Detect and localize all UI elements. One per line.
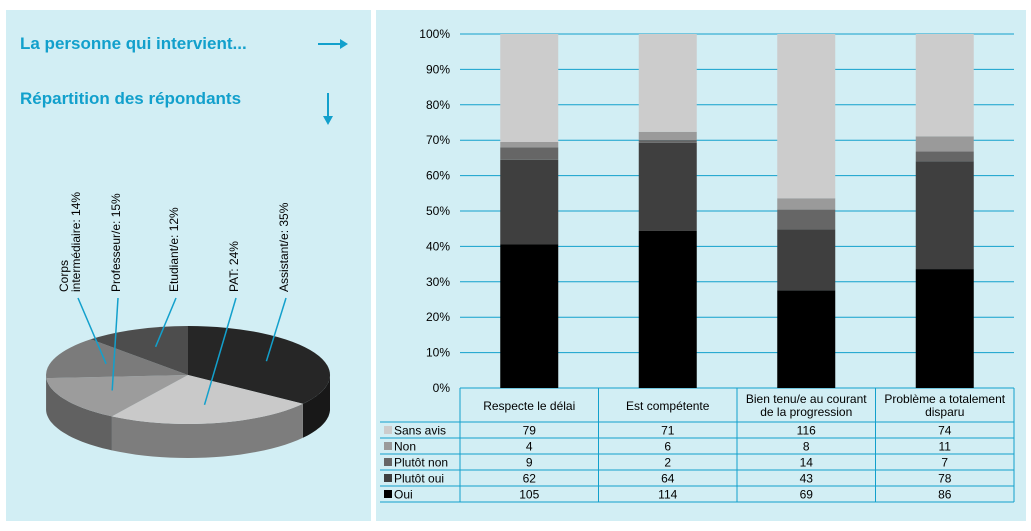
pie-slice [111,375,303,425]
bar-segment [777,34,836,199]
pie-slice [46,375,188,417]
pie-leader-line [203,297,237,406]
table-cell: 43 [800,472,814,486]
bar-segment [777,209,836,230]
bar-segment [777,290,836,388]
y-tick-label: 40% [426,239,450,253]
pie-label: Assistant/e: 35% [277,202,291,292]
bar-segment [638,140,697,143]
table-cell: 62 [523,472,537,486]
bar-segment [638,34,697,132]
bar-segment [638,142,697,231]
legend-label: Plutôt non [394,456,448,470]
heading-repartition: Répartition des répondants [20,89,242,108]
table-cell: 2 [664,456,671,470]
pie-side [46,378,112,451]
legend-label: Non [394,440,416,454]
y-tick-label: 30% [426,275,450,289]
bar-segment [915,269,974,388]
pie-leader-line [111,297,119,391]
category-label: Est compétente [626,399,710,413]
bar-chart: 0% 10% 20% 30% 40% 50% 60% 70% 80% 90% 100% Respect… [380,27,1015,503]
category-label: Respecte le délai [483,399,575,413]
legend-label: Oui [394,488,413,502]
y-tick-label: 60% [426,169,450,183]
table-cell: 69 [800,488,814,502]
heading-intervenant: La personne qui intervient... [20,34,247,53]
bar-segment [915,151,974,162]
y-tick-label: 10% [426,346,450,360]
table-cell: 105 [519,488,539,502]
bar-segment [777,229,836,291]
arrow-down-icon [323,93,333,125]
table-cell: 71 [661,424,675,438]
table-cell: 7 [941,456,948,470]
legend-swatch [384,426,392,434]
pie-leader-line [154,297,177,348]
pie-chart: Corpsintermédiaire: 14% Professeur/e: 15%… [46,192,331,458]
y-tick-label: 0% [433,381,451,395]
table-cell: 86 [938,488,952,502]
table-cell: 78 [938,472,952,486]
y-tick-label: 90% [426,62,450,76]
y-tick-label: 70% [426,133,450,147]
legend-swatch [384,458,392,466]
pie-slice [188,326,331,404]
table-cell: 8 [803,440,810,454]
bar-segment [915,136,974,152]
table-cell: 79 [523,424,537,438]
table-cell: 9 [526,456,533,470]
bar-segment [500,147,559,160]
table-cell: 74 [938,424,952,438]
y-tick-label: 80% [426,98,450,112]
y-tick-label: 50% [426,204,450,218]
legend-swatch [384,490,392,498]
table-cell: 116 [797,424,816,438]
legend-label: Sans avis [394,424,446,438]
pie-side [302,375,330,438]
table-cell: 14 [800,456,814,470]
bar-segment [500,34,559,142]
legend-swatch [384,474,392,482]
bar-segment [638,131,697,141]
bar-segment [500,141,559,148]
category-label: Bien tenu/e au courant de la progression [746,392,867,419]
category-label: Problème a totalement disparu [884,392,1005,419]
table-cell: 64 [661,472,675,486]
y-tick-label: 20% [426,310,450,324]
bar-segment [777,198,836,210]
bar-segment [915,34,974,137]
pie-label: PAT: 24% [227,241,241,292]
y-tick-label: 100% [419,27,450,41]
bar-segment [500,244,559,388]
table-cell: 11 [939,440,952,454]
pie-label: Etudiant/e: 12% [167,207,181,292]
table-cell: 6 [664,440,671,454]
pie-slice [46,339,189,379]
table-cell: 114 [658,488,677,502]
table-cell: 4 [526,440,533,454]
bar-segment [915,161,974,270]
pie-leader-line [77,297,107,365]
arrow-right-icon [318,39,348,49]
bar-segment [500,159,559,245]
bar-segment [638,230,697,388]
legend-swatch [384,442,392,450]
pie-label: Professeur/e: 15% [109,193,123,292]
pie-leader-line [265,297,287,362]
pie-side [111,403,303,458]
pie-label: Corpsintermédiaire: 14% [57,192,83,292]
legend-label: Plutôt oui [394,472,444,486]
